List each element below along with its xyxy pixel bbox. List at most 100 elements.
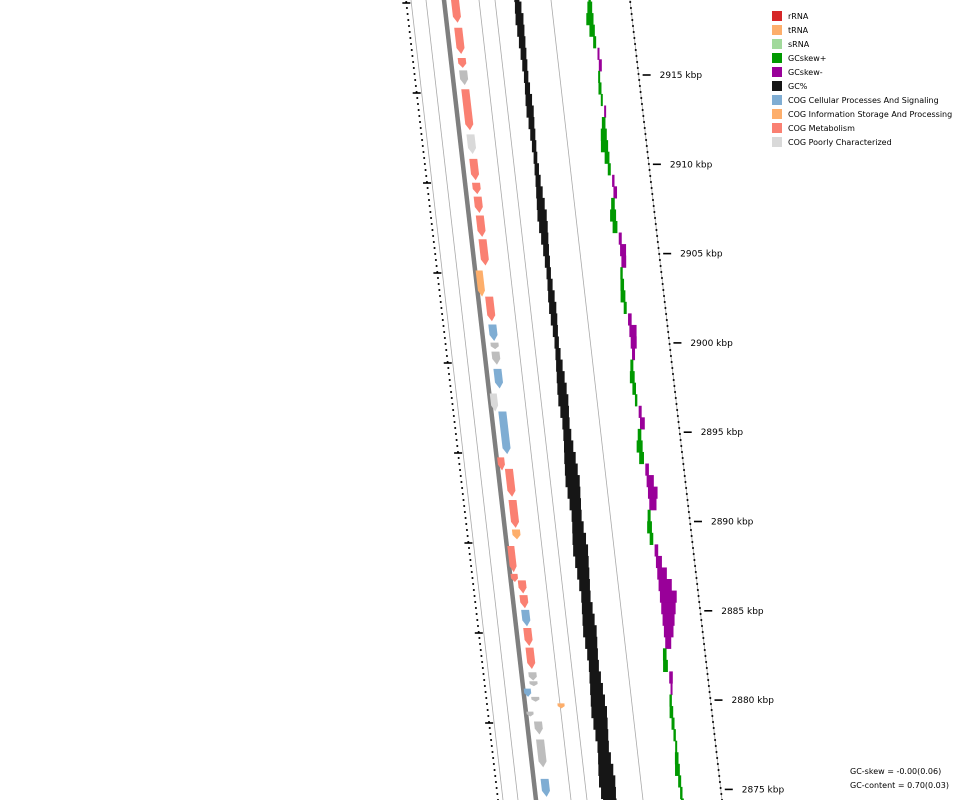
ring-dot xyxy=(469,558,472,562)
gc-skew-bar xyxy=(647,521,652,534)
ring-dot xyxy=(474,606,477,610)
ring-dot xyxy=(480,654,483,658)
gc-skew-bar xyxy=(637,428,642,442)
gc-skew-bar xyxy=(663,625,674,638)
gc-bar xyxy=(520,47,527,60)
gc-bar xyxy=(590,682,603,696)
ring-dot xyxy=(412,60,415,64)
ring-dot xyxy=(694,564,697,568)
ring-dot xyxy=(694,570,697,574)
gc-skew-bar xyxy=(646,475,654,488)
feature-arrow xyxy=(526,711,534,717)
legend-label-cog-metabolism: COG Metabolism xyxy=(788,123,855,133)
gc-bar xyxy=(547,278,553,291)
feature-arrow xyxy=(523,627,533,646)
gc-bar xyxy=(517,24,525,37)
ring-dot xyxy=(472,588,475,592)
gc-skew-bar xyxy=(600,128,607,141)
ring-dot xyxy=(407,24,411,28)
ring-dot xyxy=(413,72,416,76)
ring-dot xyxy=(467,546,471,550)
gc-bar xyxy=(534,163,539,176)
gc-skew-bar xyxy=(674,752,679,765)
gc-skew-bar xyxy=(611,197,615,211)
ring-dot xyxy=(408,30,411,34)
scale-label: 2910 kbp xyxy=(670,160,713,170)
ring-dot xyxy=(470,564,473,568)
ring-dot xyxy=(494,774,497,778)
gc-bar xyxy=(569,498,581,511)
legend-swatch-gc-percent xyxy=(772,81,782,91)
gc-bar xyxy=(554,336,559,349)
gc-skew-bar xyxy=(665,636,672,649)
legend-swatch-srna xyxy=(772,39,782,49)
ring-dot xyxy=(476,618,479,622)
ring-dot xyxy=(666,324,669,328)
gc-skew-bar xyxy=(636,440,643,453)
ring-dot xyxy=(447,372,451,376)
gc-skew-bar xyxy=(658,579,672,592)
feature-arrow xyxy=(531,696,540,702)
ring-dot xyxy=(443,330,446,334)
feature-track xyxy=(450,0,565,797)
scale-ticks: 2915 kbp 2910 kbp 2905 kbp 2900 kbp 2895 kbp… xyxy=(402,2,784,795)
ring-dot xyxy=(447,366,450,370)
gc-skew-bar xyxy=(639,451,644,465)
ring-dot xyxy=(683,468,686,472)
ring-dot xyxy=(449,384,452,388)
ring-dot xyxy=(646,150,649,154)
outer-dot-rings xyxy=(405,0,724,800)
ring-dot xyxy=(493,768,496,772)
ring-dot xyxy=(465,528,469,532)
ring-dot xyxy=(439,300,442,304)
ring-dot xyxy=(644,132,647,136)
ring-dot xyxy=(656,240,659,244)
ring-dot xyxy=(634,42,637,46)
ring-dot xyxy=(680,450,684,454)
ring-dot xyxy=(649,180,652,184)
feature-arrow xyxy=(489,393,499,412)
ring-dot xyxy=(665,312,668,316)
gc-bar xyxy=(599,775,616,788)
ring-dot xyxy=(679,438,682,442)
gc-bar xyxy=(518,36,526,49)
ring-dot xyxy=(462,498,465,502)
feature-arrow xyxy=(508,500,520,528)
gc-bar xyxy=(558,394,569,407)
gc-bar xyxy=(548,290,555,303)
ring-dot xyxy=(410,48,413,52)
ring-dot xyxy=(662,294,666,298)
gc-skew-bar xyxy=(678,775,682,788)
ring-dot xyxy=(716,756,719,760)
feature-arrow xyxy=(491,351,501,365)
ring-dot xyxy=(632,30,635,34)
ring-dot xyxy=(450,396,453,400)
gc-bar xyxy=(581,590,591,603)
ring-dot xyxy=(441,312,444,316)
ring-dot xyxy=(416,102,420,106)
ring-dot xyxy=(470,570,473,574)
ring-dot xyxy=(435,264,438,268)
ring-dot xyxy=(405,6,408,10)
gc-bar xyxy=(531,140,537,153)
feature-arrow xyxy=(466,134,477,154)
gc-skew-bar xyxy=(628,313,632,326)
gc-bar xyxy=(525,93,533,107)
ring-dot xyxy=(430,222,433,226)
gc-bar xyxy=(563,428,572,442)
gc-skew-bar xyxy=(623,301,627,314)
scale-label: 2890 kbp xyxy=(711,518,754,528)
gc-skew-bar xyxy=(607,163,611,176)
scale-label: 2880 kbp xyxy=(732,696,775,706)
gc-skew-bar xyxy=(604,105,607,118)
ring-dot xyxy=(451,402,454,406)
gc-bar xyxy=(564,451,576,465)
gc-bar xyxy=(515,13,524,26)
gc-bar xyxy=(539,220,548,234)
ring-dot xyxy=(641,108,644,112)
gc-bar xyxy=(528,117,535,130)
ring-dot xyxy=(419,126,422,130)
ring-dot xyxy=(674,396,677,400)
ring-dot xyxy=(643,126,646,130)
ring-dot xyxy=(704,654,707,658)
